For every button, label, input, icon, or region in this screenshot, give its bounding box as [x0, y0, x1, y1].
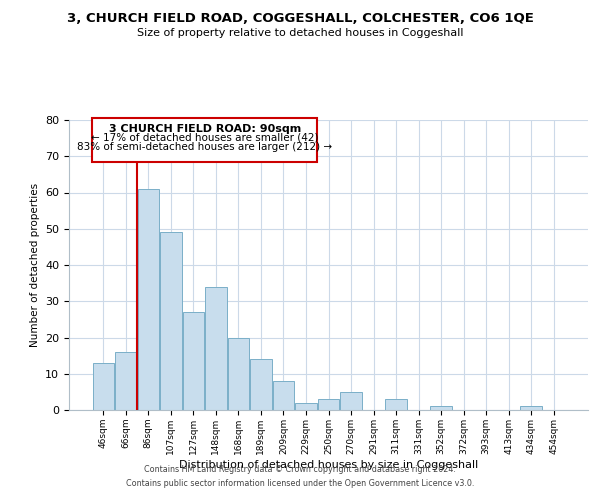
Text: ← 17% of detached houses are smaller (42): ← 17% of detached houses are smaller (42…	[91, 132, 319, 142]
Bar	[385, 399, 407, 410]
Bar	[430, 406, 452, 410]
Y-axis label: Number of detached properties: Number of detached properties	[29, 183, 40, 347]
Bar	[137, 189, 159, 410]
Bar	[182, 312, 204, 410]
Text: 3, CHURCH FIELD ROAD, COGGESHALL, COLCHESTER, CO6 1QE: 3, CHURCH FIELD ROAD, COGGESHALL, COLCHE…	[67, 12, 533, 26]
Text: Size of property relative to detached houses in Coggeshall: Size of property relative to detached ho…	[137, 28, 463, 38]
Text: 83% of semi-detached houses are larger (212) →: 83% of semi-detached houses are larger (…	[77, 142, 332, 152]
Text: Contains HM Land Registry data © Crown copyright and database right 2024.
Contai: Contains HM Land Registry data © Crown c…	[126, 466, 474, 487]
Bar	[115, 352, 137, 410]
Bar	[205, 287, 227, 410]
X-axis label: Distribution of detached houses by size in Coggeshall: Distribution of detached houses by size …	[179, 460, 478, 469]
Bar	[520, 406, 542, 410]
Bar	[340, 392, 362, 410]
Text: 3 CHURCH FIELD ROAD: 90sqm: 3 CHURCH FIELD ROAD: 90sqm	[109, 124, 301, 134]
FancyBboxPatch shape	[92, 118, 317, 162]
Bar	[228, 338, 249, 410]
Bar	[295, 403, 317, 410]
Bar	[273, 381, 294, 410]
Bar	[318, 399, 339, 410]
Bar	[160, 232, 182, 410]
Bar	[92, 363, 114, 410]
Bar	[250, 359, 272, 410]
